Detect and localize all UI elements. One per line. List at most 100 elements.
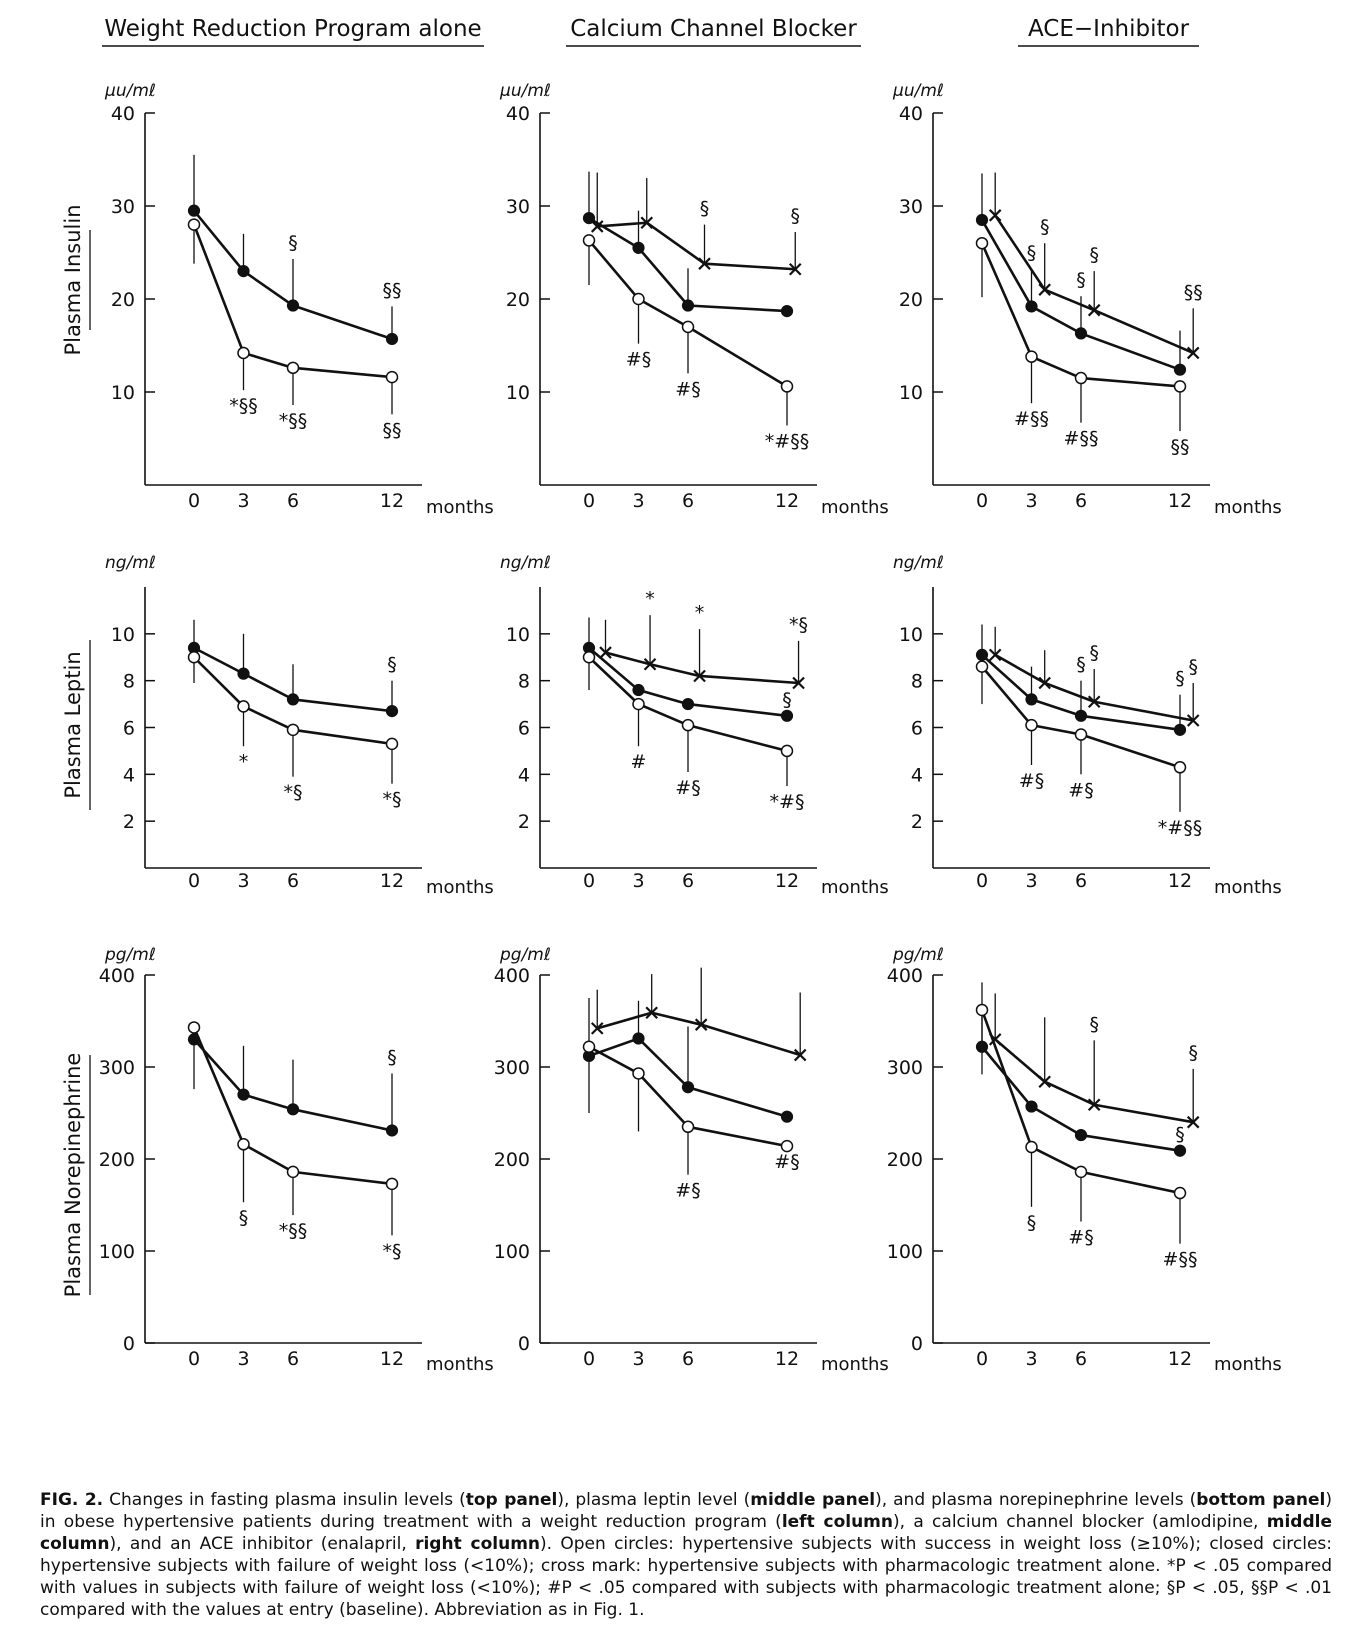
series-open-circle: § #§ #§§ — [975, 1003, 1198, 1271]
significance-label: *§§ — [229, 395, 258, 417]
significance-label: § — [1076, 654, 1086, 676]
row-label-text: Plasma Insulin — [61, 204, 85, 355]
data-point-closed-circle — [1173, 1144, 1187, 1157]
data-point-open-circle — [681, 718, 695, 732]
series-open-circle: § *§§ *§ — [187, 1021, 402, 1262]
data-point-cross — [1087, 303, 1101, 317]
y-unit-label: μu/mℓ — [104, 81, 156, 101]
data-point-open-circle — [237, 1138, 250, 1151]
x-unit-label: months — [821, 1354, 889, 1375]
x-unit-label: months — [1214, 497, 1282, 518]
x-unit-label: months — [426, 877, 494, 898]
data-point-closed-circle — [187, 204, 201, 217]
x-tick-label: 12 — [775, 490, 799, 512]
significance-label: §§ — [383, 419, 402, 441]
data-point-closed-circle — [286, 1103, 300, 1116]
x-tick-label: 3 — [1025, 870, 1037, 892]
data-point-cross — [788, 262, 802, 276]
significance-label: #§ — [1068, 1227, 1093, 1249]
x-tick-label: 6 — [287, 870, 299, 892]
data-point-closed-circle — [1173, 363, 1187, 376]
data-point-closed-circle — [1173, 723, 1187, 736]
data-point-cross — [599, 646, 612, 659]
y-tick-label: 10 — [111, 382, 135, 404]
significance-label: # — [631, 751, 647, 773]
data-point-open-circle — [681, 320, 695, 334]
series-cross: §§§§ — [988, 172, 1203, 360]
y-tick-label: 4 — [518, 764, 530, 786]
y-tick-label: 40 — [899, 103, 923, 125]
data-point-open-circle — [286, 1165, 300, 1179]
significance-label: *§ — [383, 789, 402, 811]
significance-label: § — [791, 205, 801, 227]
x-tick-label: 6 — [682, 490, 694, 512]
data-point-open-circle — [286, 723, 300, 737]
data-point-closed-circle — [286, 299, 300, 312]
data-point-cross — [792, 676, 805, 690]
data-point-cross — [1087, 695, 1101, 709]
x-tick-label: 0 — [583, 1348, 595, 1370]
x-unit-label: months — [821, 877, 889, 898]
y-tick-label: 300 — [99, 1057, 135, 1079]
data-point-cross — [645, 1006, 658, 1019]
y-unit-label: ng/mℓ — [893, 553, 944, 573]
significance-label: § — [1089, 1013, 1099, 1035]
series-closed-circle: §§ — [975, 173, 1187, 376]
data-point-open-circle — [582, 1040, 596, 1054]
series-line — [605, 651, 799, 685]
data-point-open-circle — [780, 1139, 794, 1153]
data-point-closed-circle — [582, 211, 596, 225]
data-point-cross — [988, 648, 1002, 662]
data-point-closed-circle — [1074, 1128, 1088, 1142]
x-tick-label: 3 — [1025, 1348, 1037, 1370]
data-point-closed-circle — [632, 241, 645, 254]
data-point-cross — [693, 669, 706, 683]
figure-2: Weight Reduction Program alone Calcium Ch… — [61, 16, 1282, 1375]
y-tick-label: 4 — [911, 764, 923, 786]
data-point-closed-circle — [780, 1110, 794, 1123]
data-point-closed-circle — [681, 299, 695, 312]
data-point-open-circle — [237, 346, 250, 360]
series-cross: * * *§ — [599, 588, 808, 690]
significance-label: #§ — [626, 349, 651, 371]
series-line — [588, 216, 788, 313]
series-closed-circle: § — [187, 1033, 399, 1137]
significance-label: § — [782, 689, 792, 711]
row-label-2: Plasma Leptin — [61, 640, 91, 810]
significance-label: § — [1175, 1124, 1185, 1146]
series-closed-circle: §§ — [975, 624, 1187, 736]
y-tick-label: 2 — [911, 811, 923, 833]
series-line — [588, 1045, 788, 1148]
y-unit-label: pg/mℓ — [892, 945, 944, 965]
significance-label: *§§ — [279, 1220, 308, 1242]
series-cross — [590, 967, 807, 1062]
caption-segment: ), plasma leptin level ( — [557, 1490, 751, 1510]
x-tick-label: 6 — [1075, 490, 1087, 512]
panel-leptin-calcium-channel-blocker: ng/mℓ 2 4 6 8 10 0 3 6 12 months * * *§ § # #§ *#§ — [500, 553, 889, 898]
significance-label: § — [387, 654, 397, 676]
significance-label: #§§ — [1163, 1249, 1198, 1271]
y-tick-label: 300 — [887, 1057, 923, 1079]
data-point-cross — [1038, 283, 1051, 296]
data-point-cross — [1186, 346, 1200, 360]
series-open-circle: #§ #§ *#§§ — [582, 234, 809, 452]
x-unit-label: months — [426, 1354, 494, 1375]
x-tick-label: 3 — [237, 870, 249, 892]
panel-norepinephrine-weight-reduction: pg/mℓ 0 100 200 300 400 0 3 6 12 months § § *§§ *§ — [99, 945, 494, 1375]
significance-label: #§§ — [1014, 408, 1049, 430]
significance-label: #§ — [675, 1180, 700, 1202]
series-open-circle: *§§ *§§ §§ — [187, 218, 402, 441]
series-line — [588, 646, 788, 718]
significance-label: * — [695, 602, 705, 624]
significance-label: * — [239, 751, 249, 773]
y-tick-label: 6 — [123, 718, 135, 740]
series-line — [192, 209, 393, 341]
y-unit-label: μu/mℓ — [892, 81, 944, 101]
significance-label: *#§§ — [765, 430, 809, 452]
y-tick-label: 400 — [99, 965, 135, 987]
significance-label: § — [1175, 668, 1185, 690]
data-point-closed-circle — [975, 213, 989, 227]
